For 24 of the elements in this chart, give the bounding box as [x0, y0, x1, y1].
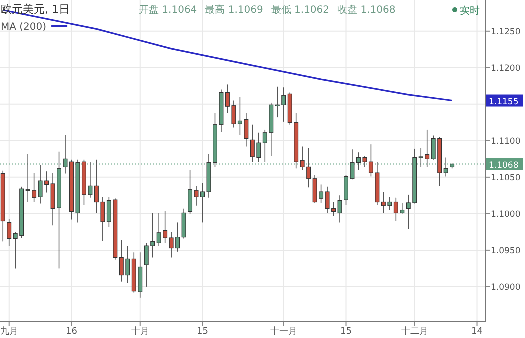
- y-tick-label: 1.1050: [491, 173, 521, 184]
- x-tick-label: 十一月: [270, 326, 298, 337]
- annotation: 最低 1.1062: [271, 5, 330, 16]
- legend-label: MA (200): [1, 22, 47, 33]
- y-tick-label: 1.0900: [491, 282, 521, 293]
- annotation: 收盘 1.1068: [338, 4, 396, 16]
- legend: MA (200): [1, 22, 68, 33]
- y-tick-label: 1.1200: [491, 64, 521, 74]
- x-tick-label: 15: [340, 327, 352, 337]
- annotation: 最高 1.1069: [205, 4, 264, 16]
- x-tick-label: 九月: [0, 326, 18, 337]
- y-tick-label: 1.0950: [491, 246, 521, 256]
- x-tick-label: 十二月: [401, 326, 428, 337]
- x-tick-label: 15: [197, 327, 208, 337]
- annotation: 开盘 1.1064: [139, 4, 198, 16]
- x-tick-label: 14: [472, 327, 484, 337]
- ref-line-label: 1.1068: [489, 160, 519, 171]
- x-tick-label: 十月: [131, 326, 150, 337]
- text: 1.1155: [489, 97, 519, 108]
- y-tick-label: 1.1250: [491, 27, 521, 38]
- annotation: 实时: [460, 5, 480, 17]
- y-tick-label: 1.1100: [491, 136, 521, 147]
- y-tick-label: 1.1000: [491, 210, 521, 220]
- x-tick-label: 16: [66, 327, 78, 337]
